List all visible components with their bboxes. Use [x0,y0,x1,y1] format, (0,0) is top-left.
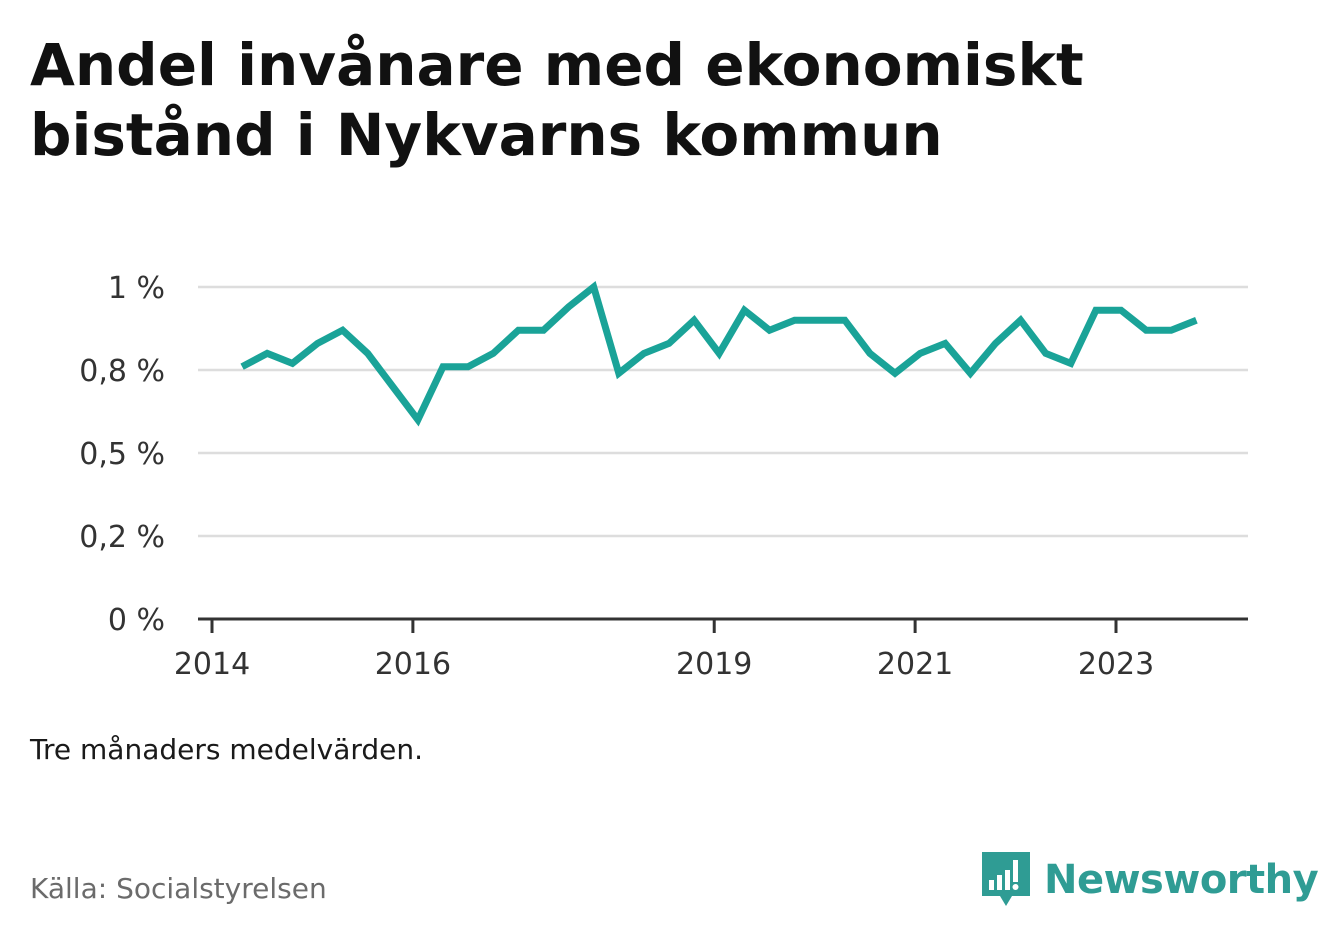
y-tick-label: 1 % [108,271,165,306]
logo-text: Newsworthy [1044,857,1319,903]
newsworthy-logo[interactable]: Newsworthy [980,850,1319,910]
y-tick-label: 0 % [108,603,165,638]
y-axis-tick-labels: 0 % 0,2 % 0,5 % 0,8 % 1 % [79,271,165,638]
y-tick-label: 0,2 % [79,520,165,555]
x-axis-tick-labels: 2014 2016 2019 2021 2023 [174,647,1154,682]
grid-lines [198,285,1248,538]
chart-note: Tre månaders medelvärden. [30,733,424,766]
chart-title: Andel invånare med ekonomiskt bistånd i … [30,31,1084,169]
series-line [240,281,1198,427]
y-tick-label: 0,5 % [79,437,165,472]
x-tick-label: 2019 [676,647,752,682]
y-tick-label: 0,8 % [79,354,165,389]
x-tick-label: 2021 [877,647,953,682]
series-layer [240,281,1198,427]
x-tick-label: 2014 [174,647,250,682]
x-axis [198,617,1248,633]
source-label: Källa: Socialstyrelsen [30,872,327,905]
newsworthy-logo-icon [982,852,1030,906]
x-tick-label: 2023 [1078,647,1154,682]
x-tick-label: 2016 [375,647,451,682]
